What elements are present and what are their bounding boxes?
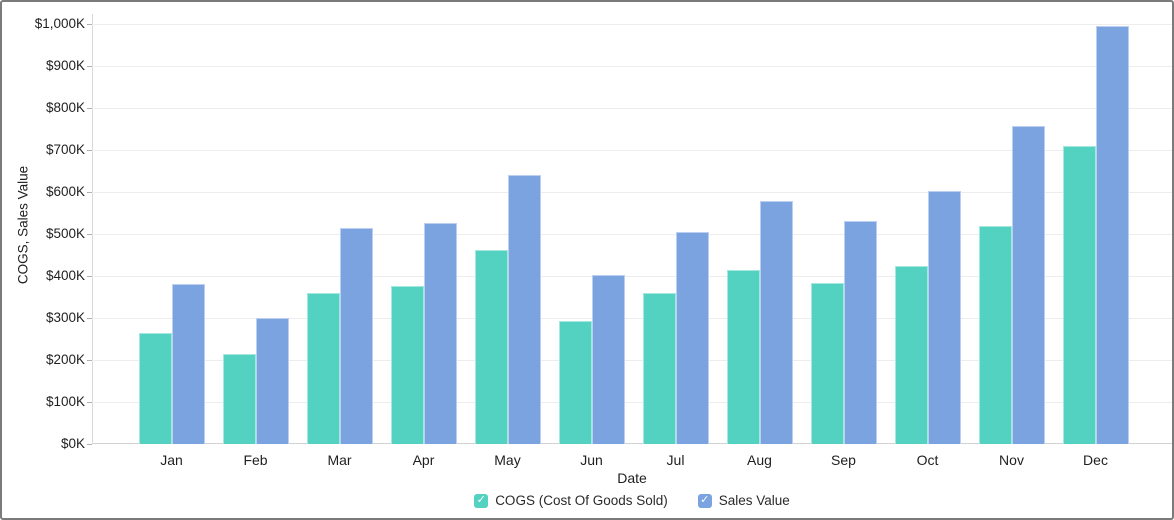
y-axis-tick-label: $1,000K	[34, 16, 85, 31]
bar-cogs-jun[interactable]	[558, 321, 592, 444]
bar-cogs-jan[interactable]	[138, 333, 172, 444]
legend-label: Sales Value	[718, 493, 790, 508]
bar-cogs-feb[interactable]	[222, 354, 256, 444]
x-axis-tick-label-may: May	[494, 452, 521, 468]
x-axis-tick-label-apr: Apr	[412, 452, 435, 468]
y-axis-tick-label: $0K	[60, 436, 85, 451]
bar-sales-may[interactable]	[507, 175, 541, 444]
legend-label: COGS (Cost Of Goods Sold)	[495, 493, 668, 508]
x-axis-tick-label-jan: Jan	[160, 452, 183, 468]
gridline	[92, 318, 1172, 319]
x-axis-tick-label-oct: Oct	[916, 452, 939, 468]
bar-sales-aug[interactable]	[759, 201, 793, 444]
x-axis-title: Date	[617, 470, 647, 486]
legend-item-sales-value[interactable]: ✓ Sales Value	[697, 493, 790, 508]
gridline	[92, 192, 1172, 193]
y-axis-line	[92, 14, 93, 444]
x-axis-tick-label-nov: Nov	[999, 452, 1024, 468]
x-axis-tick-label-jun: Jun	[580, 452, 603, 468]
gridline	[92, 66, 1172, 67]
bar-sales-jun[interactable]	[591, 275, 625, 444]
legend-checkbox-icon[interactable]: ✓	[474, 493, 489, 508]
y-axis-tick-mark	[87, 360, 92, 361]
bar-sales-feb[interactable]	[255, 318, 289, 444]
y-axis-tick-label: $500K	[45, 226, 85, 241]
y-axis-tick-mark	[87, 108, 92, 109]
bar-sales-mar[interactable]	[339, 228, 373, 444]
bar-cogs-may[interactable]	[474, 250, 508, 444]
x-axis-tick-label-feb: Feb	[243, 452, 268, 468]
y-axis-tick-mark	[87, 192, 92, 193]
legend-item-cogs[interactable]: ✓ COGS (Cost Of Goods Sold)	[474, 493, 668, 508]
bar-cogs-oct[interactable]	[894, 266, 928, 444]
bar-cogs-apr[interactable]	[390, 286, 424, 444]
plot-area	[92, 24, 1172, 444]
y-axis-tick-label: $200K	[45, 352, 85, 367]
x-axis-tick-label-sep: Sep	[831, 452, 856, 468]
y-axis-tick-label: $400K	[45, 268, 85, 283]
gridline	[92, 234, 1172, 235]
y-axis-tick-mark	[87, 234, 92, 235]
gridline	[92, 150, 1172, 151]
x-axis-tick-label-jul: Jul	[666, 452, 685, 468]
bar-sales-apr[interactable]	[423, 223, 457, 444]
y-axis-tick-mark	[87, 24, 92, 25]
bar-cogs-aug[interactable]	[726, 270, 760, 444]
y-axis-tick-label: $700K	[45, 142, 85, 157]
y-axis-tick-mark	[87, 444, 92, 445]
bar-cogs-jul[interactable]	[642, 293, 676, 444]
bar-cogs-dec[interactable]	[1062, 146, 1096, 444]
y-axis-tick-mark	[87, 318, 92, 319]
y-axis-tick-label: $100K	[45, 394, 85, 409]
bar-sales-dec[interactable]	[1095, 26, 1129, 444]
y-axis-tick-label: $600K	[45, 184, 85, 199]
gridline	[92, 276, 1172, 277]
x-axis-tick-label-mar: Mar	[327, 452, 352, 468]
bar-sales-jan[interactable]	[171, 284, 205, 444]
y-axis-tick-mark	[87, 276, 92, 277]
y-axis-tick-mark	[87, 150, 92, 151]
gridline	[92, 24, 1172, 25]
bar-cogs-sep[interactable]	[810, 283, 844, 444]
bar-sales-sep[interactable]	[843, 221, 877, 444]
gridline	[92, 360, 1172, 361]
x-axis-tick-label-aug: Aug	[747, 452, 772, 468]
x-axis-baseline	[92, 443, 1172, 444]
y-axis-tick-label: $900K	[45, 58, 85, 73]
x-axis-tick-label-dec: Dec	[1083, 452, 1108, 468]
bar-cogs-nov[interactable]	[978, 226, 1012, 444]
y-axis-tick-mark	[87, 402, 92, 403]
legend-checkbox-icon[interactable]: ✓	[697, 493, 712, 508]
bar-sales-oct[interactable]	[927, 191, 961, 444]
y-axis-tick-mark	[87, 66, 92, 67]
bar-cogs-mar[interactable]	[306, 293, 340, 444]
legend: ✓ COGS (Cost Of Goods Sold) ✓ Sales Value	[92, 493, 1172, 508]
y-axis-tick-label: $800K	[45, 100, 85, 115]
bar-sales-nov[interactable]	[1011, 126, 1045, 444]
gridline	[92, 108, 1172, 109]
y-axis-tick-label: $300K	[45, 310, 85, 325]
gridline	[92, 402, 1172, 403]
bar-sales-jul[interactable]	[675, 232, 709, 444]
